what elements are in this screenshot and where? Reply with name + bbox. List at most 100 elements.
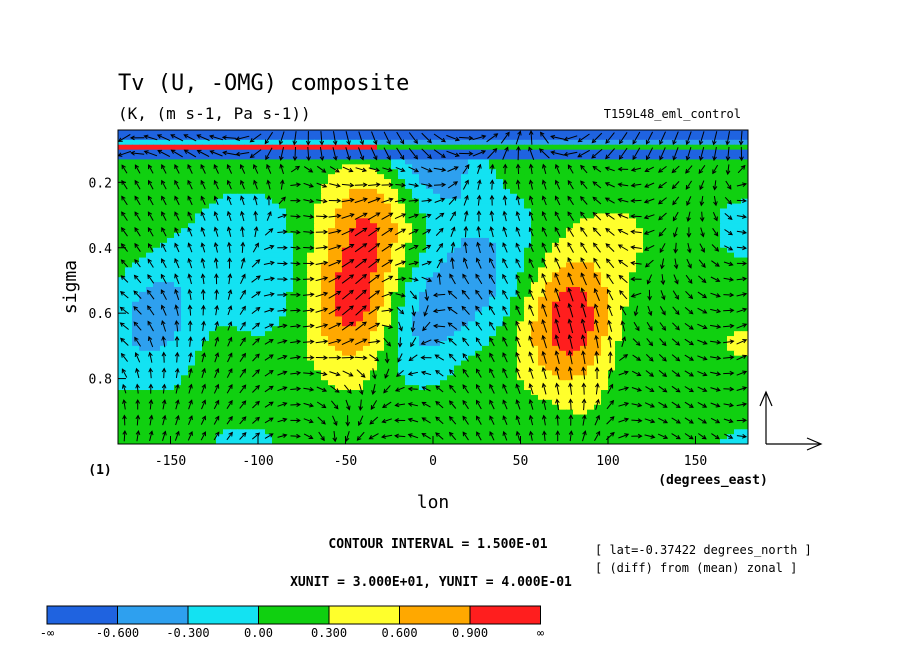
field-cell <box>265 355 273 362</box>
field-cell <box>608 390 616 396</box>
field-cell <box>181 282 189 288</box>
field-cell <box>279 257 287 264</box>
field-cell <box>489 198 497 205</box>
field-cell <box>412 223 420 229</box>
field-cell <box>398 390 406 396</box>
field-cell <box>412 267 420 273</box>
field-cell <box>447 198 455 205</box>
field-cell <box>258 272 266 278</box>
field-cell <box>286 380 294 386</box>
field-cell <box>720 296 728 303</box>
field-cell <box>195 198 203 205</box>
field-cell <box>181 340 189 347</box>
field-cell <box>195 394 203 401</box>
field-cell <box>265 301 273 308</box>
field-cell <box>377 291 385 298</box>
field-cell <box>545 233 553 239</box>
field-cell <box>524 311 532 318</box>
field-cell <box>636 228 644 234</box>
field-cell <box>202 257 210 264</box>
field-cell <box>440 169 448 175</box>
field-cell <box>720 242 728 249</box>
field-cell <box>636 350 644 357</box>
field-cell <box>384 179 392 185</box>
field-cell <box>531 144 539 151</box>
field-cell <box>545 144 553 151</box>
field-cell <box>223 375 231 381</box>
field-cell <box>139 277 147 283</box>
field-cell <box>251 365 259 372</box>
field-cell <box>335 360 343 367</box>
field-cell <box>496 134 504 141</box>
field-cell <box>440 193 448 200</box>
field-cell <box>461 316 469 322</box>
field-cell <box>440 188 448 195</box>
field-cell <box>741 203 748 210</box>
field-cell <box>636 385 644 391</box>
field-cell <box>139 394 147 401</box>
field-cell <box>461 340 469 347</box>
field-cell <box>286 287 294 293</box>
field-cell <box>601 390 609 396</box>
field-cell <box>391 223 399 229</box>
field-cell <box>223 179 231 185</box>
field-cell <box>167 159 175 165</box>
field-cell <box>195 188 203 195</box>
field-cell <box>286 306 294 313</box>
field-cell <box>734 321 742 327</box>
field-cell <box>167 311 175 318</box>
field-cell <box>349 188 357 195</box>
field-cell <box>328 390 336 396</box>
field-cell <box>279 380 287 386</box>
field-cell <box>174 257 182 264</box>
field-cell <box>629 149 637 156</box>
field-cell <box>587 380 595 386</box>
field-cell <box>440 134 448 141</box>
field-cell <box>419 169 427 175</box>
field-cell <box>125 336 133 342</box>
field-cell <box>300 326 308 332</box>
field-cell <box>265 169 273 175</box>
field-cell <box>706 394 714 401</box>
field-cell <box>209 233 217 239</box>
field-cell <box>433 331 441 337</box>
field-cell <box>132 183 140 190</box>
field-cell <box>188 375 196 381</box>
field-cell <box>356 331 364 337</box>
field-cell <box>601 183 609 190</box>
field-cell <box>741 350 748 357</box>
field-cell <box>377 159 385 165</box>
field-cell <box>293 282 301 288</box>
field-cell <box>475 350 483 357</box>
field-cell <box>594 291 602 298</box>
field-cell <box>237 208 245 215</box>
field-cell <box>629 188 637 195</box>
field-cell <box>412 218 420 224</box>
field-cell <box>167 164 175 170</box>
field-cell <box>272 301 280 308</box>
field-cell <box>643 380 651 386</box>
field-cell <box>629 301 637 308</box>
field-cell <box>524 262 532 268</box>
field-cell <box>139 139 147 146</box>
field-cell <box>209 237 217 244</box>
field-cell <box>230 267 238 273</box>
field-cell <box>727 301 735 308</box>
field-cell <box>153 321 161 327</box>
field-cell <box>223 316 231 322</box>
field-cell <box>321 252 329 259</box>
field-cell <box>146 385 154 391</box>
field-cell <box>496 385 504 391</box>
field-cell <box>468 179 476 185</box>
field-cell <box>720 169 728 175</box>
field-cell <box>181 370 189 376</box>
field-cell <box>377 223 385 229</box>
field-cell <box>181 144 189 151</box>
field-cell <box>573 183 581 190</box>
field-cell <box>181 174 189 180</box>
field-cell <box>433 247 441 254</box>
field-cell <box>223 355 231 362</box>
field-cell <box>153 380 161 386</box>
field-cell <box>657 380 665 386</box>
field-cell <box>601 233 609 239</box>
